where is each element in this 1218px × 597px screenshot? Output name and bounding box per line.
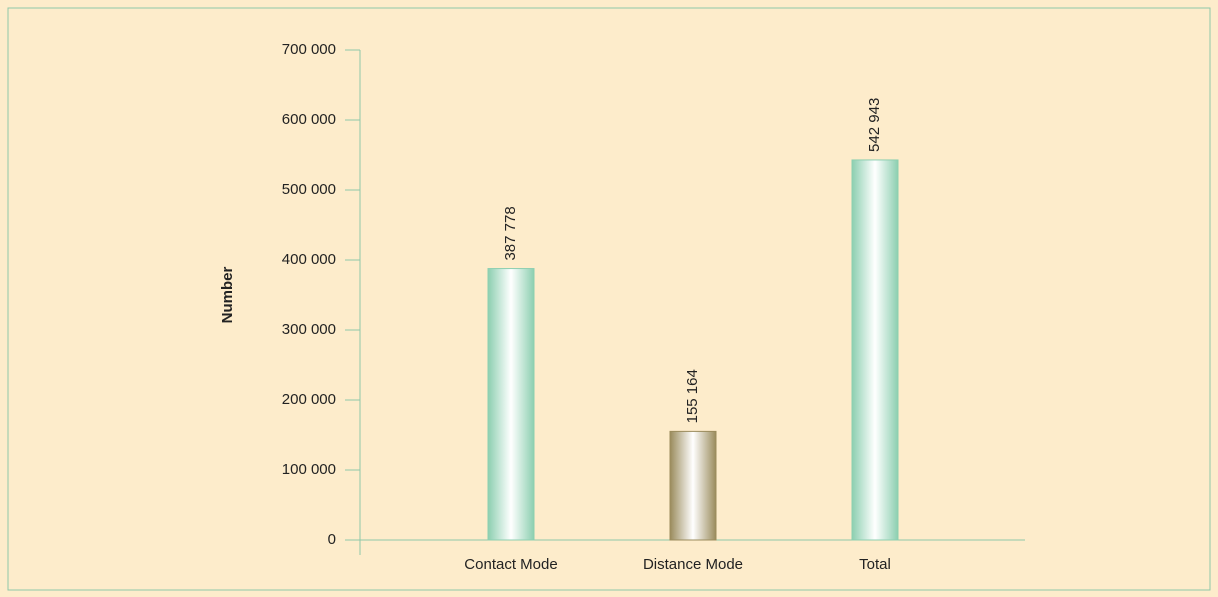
data-label: 155 164: [684, 369, 701, 423]
y-tick-label: 200 000: [282, 391, 336, 408]
bar: [487, 268, 535, 541]
y-tick-label: 100 000: [282, 461, 336, 478]
y-tick-label: 400 000: [282, 251, 336, 268]
bar: [851, 159, 899, 541]
y-tick-label: 0: [328, 531, 336, 548]
y-tick-label: 300 000: [282, 321, 336, 338]
x-tick-label: Contact Mode: [464, 556, 557, 573]
data-label: 387 778: [502, 206, 519, 260]
bar: [669, 430, 717, 541]
x-tick-label: Distance Mode: [643, 556, 743, 573]
x-tick-label: Total: [859, 556, 891, 573]
y-axis-label: Number: [219, 267, 236, 324]
y-tick-label: 700 000: [282, 41, 336, 58]
data-label: 542 943: [866, 98, 883, 152]
y-tick-label: 500 000: [282, 181, 336, 198]
y-tick-label: 600 000: [282, 111, 336, 128]
frame: [7, 7, 1211, 591]
